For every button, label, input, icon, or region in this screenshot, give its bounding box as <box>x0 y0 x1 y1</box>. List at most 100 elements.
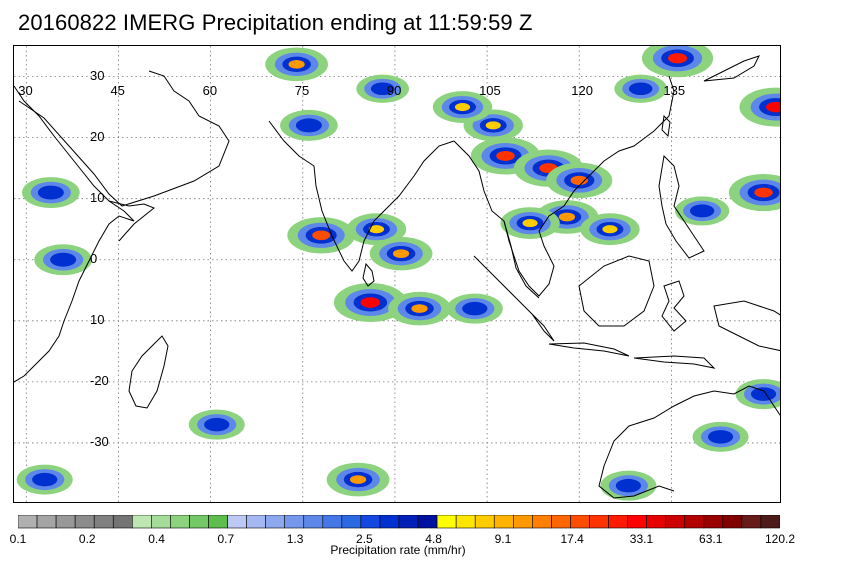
colorbar-swatch <box>551 514 571 529</box>
madagascar-coast <box>128 335 169 409</box>
precipitation-cell <box>295 118 322 133</box>
precipitation-cell <box>707 430 734 444</box>
longitude-tick-label: 105 <box>479 83 501 98</box>
precipitation-map[interactable]: 30 45 60 75 90 105 120 135 30 20 10 0 10 -20 -30 <box>13 45 781 503</box>
colorbar-swatch <box>474 514 495 529</box>
colorbar-swatch <box>379 514 400 529</box>
colorbar-swatch <box>589 514 609 529</box>
longitude-tick-label: 45 <box>110 83 125 98</box>
colorbar-tick-label: 0.4 <box>148 532 165 546</box>
precipitation-cell <box>558 212 576 222</box>
arabian-peninsula-coast <box>18 70 230 207</box>
malay-peninsula-coast <box>503 220 540 299</box>
precipitation-cell <box>37 185 64 200</box>
precipitation-cell <box>462 301 488 316</box>
colorbar-swatch <box>93 514 114 529</box>
precipitation-cell <box>522 219 538 228</box>
colorbar-swatch <box>303 514 324 529</box>
colorbar-swatch <box>17 514 38 529</box>
colorbar-swatch <box>132 514 152 529</box>
precipitation-cell <box>370 82 395 96</box>
longitude-tick-label: 135 <box>663 83 686 98</box>
colorbar-swatch <box>398 514 419 529</box>
colorbar-swatch <box>322 514 343 529</box>
longitude-tick-label: 75 <box>294 83 310 98</box>
latitude-tick-label: 0 <box>90 250 98 266</box>
precipitation-cell <box>750 387 777 401</box>
precipitation-cell <box>288 59 305 69</box>
colorbar-swatch <box>532 514 552 529</box>
longitude-tick-label: 30 <box>18 83 33 98</box>
colorbar-tick-label: 9.1 <box>494 532 512 546</box>
precipitation-cell <box>32 472 58 487</box>
colorbar-swatches <box>17 514 781 529</box>
colorbar-swatch <box>227 514 247 529</box>
japan-coast <box>703 55 760 82</box>
map-canvas <box>14 46 780 502</box>
precipitation-layer <box>16 46 780 501</box>
longitude-tick-label: 120 <box>571 83 593 98</box>
colorbar-tick-label: 63.1 <box>699 532 723 546</box>
precipitation-cell <box>50 252 77 267</box>
precipitation-cell <box>204 417 230 432</box>
colorbar-swatch <box>360 514 381 529</box>
lesser-sunda-coast <box>633 355 716 369</box>
indochina-coast <box>453 75 675 297</box>
colorbar-swatch <box>684 514 705 529</box>
precipitation-cell <box>689 204 715 218</box>
latitude-tick-label: 10 <box>90 189 105 205</box>
colorbar-swatch <box>703 514 724 529</box>
colorbar-swatch <box>208 514 228 529</box>
precipitation-cell <box>570 175 588 185</box>
colorbar-swatch <box>112 514 133 529</box>
latitude-tick-label: -20 <box>90 372 109 388</box>
precipitation-cell <box>628 82 653 96</box>
precipitation-cell <box>392 249 410 258</box>
map-title: 20160822 IMERG Precipitation ending at 1… <box>18 10 533 35</box>
sumatra-coast <box>473 255 555 342</box>
colorbar-swatch <box>436 514 457 529</box>
colorbar-swatch <box>284 514 305 529</box>
colorbar-swatch <box>493 514 514 529</box>
precipitation-cell <box>360 297 381 308</box>
colorbar-swatch <box>265 514 285 529</box>
java-coast <box>548 342 630 357</box>
colorbar-swatch <box>246 514 266 529</box>
colorbar-swatch <box>512 514 533 529</box>
precipitation-cell <box>454 103 471 112</box>
precipitation-cell <box>368 225 385 234</box>
colorbar-tick-label: 33.1 <box>629 532 654 546</box>
colorbar-tick-label: 17.4 <box>560 532 584 546</box>
sri-lanka-coast <box>362 262 375 287</box>
horn-of-africa <box>108 200 155 242</box>
taiwan-coast <box>661 114 671 138</box>
precipitation-cell <box>766 101 780 113</box>
latitude-tick-label: 30 <box>90 67 105 83</box>
colorbar-swatch <box>627 514 647 529</box>
colorbar-tick-label: 0.7 <box>217 532 235 546</box>
colorbar-title: Precipitation rate (mm/hr) <box>330 543 466 557</box>
africa-east-coast <box>14 85 135 383</box>
colorbar-swatch <box>36 514 57 529</box>
coastlines <box>14 55 780 499</box>
precipitation-cell <box>485 121 501 130</box>
colorbar-tick-label: 120.2 <box>764 532 796 546</box>
colorbar-swatch <box>455 514 476 529</box>
colorbar-swatch <box>151 514 171 529</box>
precipitation-cell <box>411 304 428 313</box>
colorbar <box>17 514 781 534</box>
precipitation-cell <box>754 187 773 198</box>
new-guinea-coast <box>713 300 780 352</box>
colorbar-swatch <box>760 514 781 529</box>
colorbar-swatch <box>722 514 743 529</box>
colorbar-swatch <box>341 514 362 529</box>
latitude-tick-label: -30 <box>90 433 109 449</box>
gridlines <box>14 46 780 502</box>
colorbar-swatch <box>189 514 209 529</box>
latitude-tick-label: 10 <box>90 311 105 327</box>
colorbar-swatch <box>570 514 590 529</box>
colorbar-swatch <box>55 514 76 529</box>
precipitation-cell <box>602 225 618 234</box>
colorbar-tick-label: 0.2 <box>78 532 96 546</box>
precipitation-cell <box>312 230 331 241</box>
